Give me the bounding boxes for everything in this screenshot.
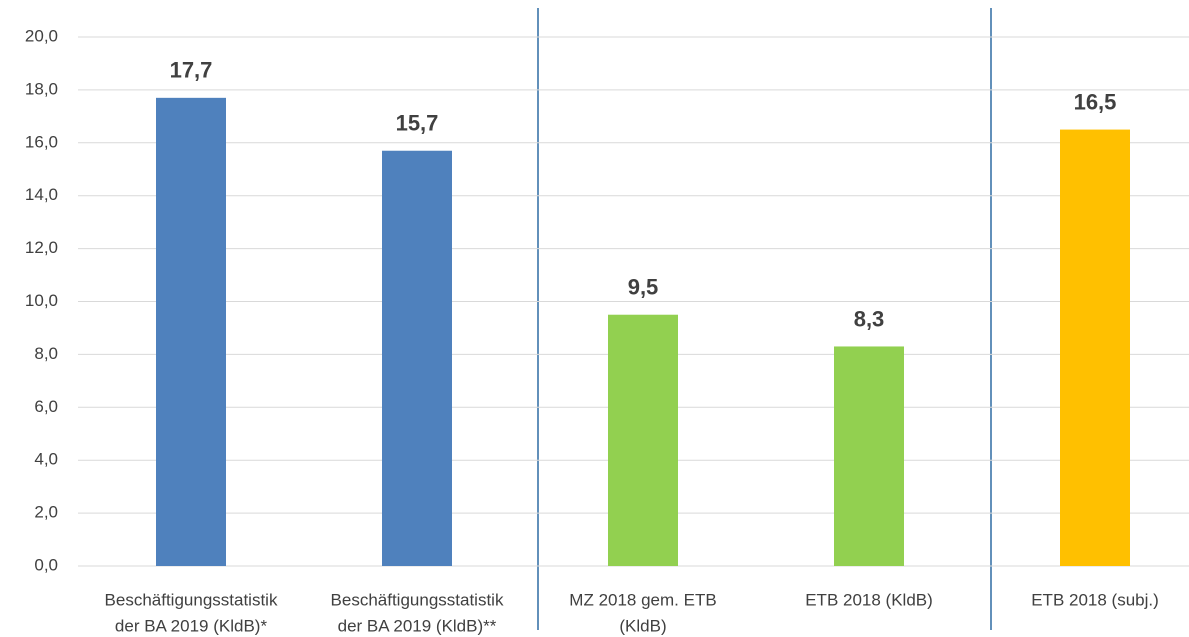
x-tick-label: (KldB) <box>619 616 666 635</box>
x-tick-label: ETB 2018 (subj.) <box>1031 590 1159 609</box>
y-tick-label: 10,0 <box>25 291 58 310</box>
x-tick-label: der BA 2019 (KldB)** <box>338 616 497 635</box>
y-tick-label: 16,0 <box>25 132 58 151</box>
y-tick-label: 20,0 <box>25 26 58 45</box>
y-tick-label: 18,0 <box>25 79 58 98</box>
bar <box>382 150 452 567</box>
x-tick-label: MZ 2018 gem. ETB <box>569 590 716 609</box>
y-tick-label: 6,0 <box>34 397 58 416</box>
x-tick-label: ETB 2018 (KldB) <box>805 590 933 609</box>
x-tick-label: Beschäftigungsstatistik <box>331 590 504 609</box>
y-tick-label: 4,0 <box>34 450 58 469</box>
y-tick-label: 14,0 <box>25 185 58 204</box>
data-label: 16,5 <box>1074 89 1117 114</box>
y-tick-label: 2,0 <box>34 503 58 522</box>
bar <box>834 346 904 566</box>
y-tick-label: 12,0 <box>25 238 58 257</box>
x-tick-label: der BA 2019 (KldB)* <box>115 616 268 635</box>
bar <box>156 97 226 567</box>
data-label: 9,5 <box>628 275 659 300</box>
x-tick-label: Beschäftigungsstatistik <box>105 590 278 609</box>
bar <box>608 314 678 566</box>
y-tick-label: 8,0 <box>34 344 58 363</box>
data-label: 15,7 <box>396 111 439 136</box>
y-tick-label: 0,0 <box>34 555 58 574</box>
data-label: 8,3 <box>854 306 885 331</box>
data-label: 17,7 <box>170 58 213 83</box>
bar <box>1060 129 1130 566</box>
